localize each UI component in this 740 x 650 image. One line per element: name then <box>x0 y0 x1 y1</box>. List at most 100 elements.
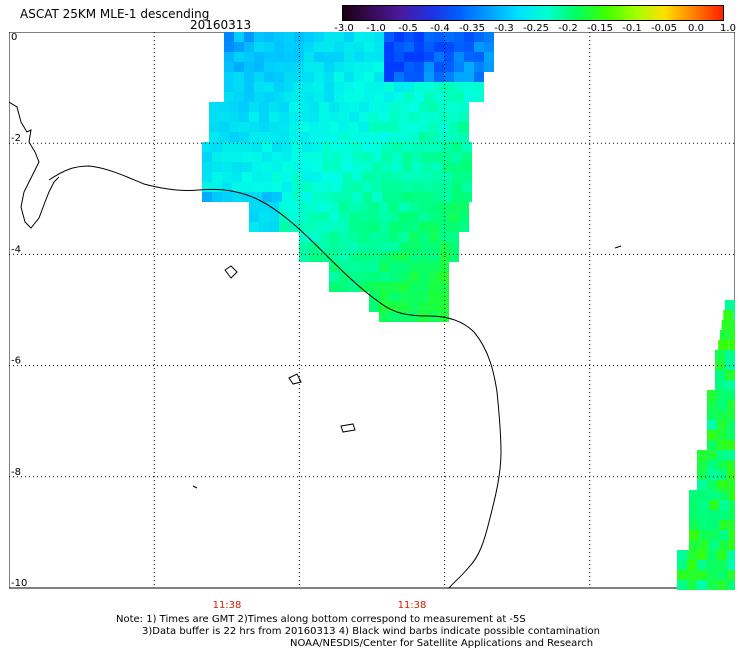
swath-cell <box>304 92 314 102</box>
swath-cell <box>717 550 727 560</box>
swath-cell <box>262 162 272 172</box>
swath-cell <box>202 172 212 182</box>
swath-cell <box>372 162 382 172</box>
swath-cell <box>439 282 449 292</box>
swath-cell <box>399 232 409 242</box>
swath-cell <box>429 132 439 142</box>
tick-labels: -45 -42 -39 -36 -33 -30 0 -2 -4 -6 -8 -10 <box>9 32 735 592</box>
swath-cell <box>282 182 292 192</box>
swath-cell <box>389 102 399 112</box>
swath-cell <box>329 272 339 282</box>
swath-cell <box>249 212 259 222</box>
swath-cell <box>444 62 454 72</box>
swath-cell <box>339 262 349 272</box>
swath-cell <box>374 62 384 72</box>
swath-cell <box>372 172 382 182</box>
swath-cell <box>699 500 709 510</box>
swath-cell <box>727 570 735 580</box>
swath-cell <box>727 440 735 450</box>
swath-cell <box>379 122 389 132</box>
swath-cell <box>314 72 324 82</box>
swath-cell <box>314 52 324 62</box>
swath-cell <box>399 272 409 282</box>
swath-cell <box>717 430 727 440</box>
swath-cell <box>299 202 309 212</box>
swath-cell <box>439 252 449 262</box>
swath-cell <box>234 62 244 72</box>
swath-cell <box>459 202 469 212</box>
swath-cell <box>329 222 339 232</box>
swath-cell <box>725 380 735 390</box>
swath-cell <box>334 32 344 42</box>
swath-cell <box>342 142 352 152</box>
swath-cell <box>389 132 399 142</box>
swath-cell <box>429 282 439 292</box>
swath-cell <box>439 272 449 282</box>
swath-cell <box>439 222 449 232</box>
swath-cell <box>444 42 454 52</box>
note-line-2: 3)Data buffer is 22 hrs from 20160313 4)… <box>142 626 600 637</box>
swath-cell <box>312 172 322 182</box>
swath-cell <box>289 122 299 132</box>
swath-cell <box>202 162 212 172</box>
swath-cell <box>392 162 402 172</box>
swath-cell <box>707 470 717 480</box>
swath-cell <box>362 192 372 202</box>
swath-cell <box>434 42 444 52</box>
swath-cell <box>429 252 439 262</box>
swath-cell <box>342 182 352 192</box>
swath-cell <box>264 82 274 92</box>
swath-cell <box>389 242 399 252</box>
swath-cell <box>462 152 472 162</box>
swath-cell <box>392 182 402 192</box>
swath-cell <box>224 62 234 72</box>
swath-cell <box>699 540 709 550</box>
swath-cell <box>329 242 339 252</box>
swath-cell <box>349 232 359 242</box>
coastline-main <box>48 165 502 589</box>
swath-cell <box>354 52 364 62</box>
swath-cell <box>359 252 369 262</box>
swath-cell <box>727 430 735 440</box>
swath-cell <box>429 262 439 272</box>
swath-cell <box>299 212 309 222</box>
swath-cell <box>429 242 439 252</box>
swath-cell <box>309 132 319 142</box>
swath-cell <box>314 42 324 52</box>
swath-cell <box>719 510 729 520</box>
swath-cell <box>715 370 725 380</box>
swath-cell <box>394 32 404 42</box>
swath-cell <box>709 520 719 530</box>
swath-cell <box>379 222 389 232</box>
swath-cell <box>249 202 259 212</box>
swath-cell <box>314 82 324 92</box>
swath-cell <box>359 242 369 252</box>
swath-cell <box>697 450 707 460</box>
swath-cell <box>284 92 294 102</box>
swath-cell <box>409 252 419 262</box>
swath-cell <box>202 152 212 162</box>
swath-cell <box>432 182 442 192</box>
swath-cell <box>432 162 442 172</box>
swath-cell <box>434 92 444 102</box>
swath-cell <box>274 42 284 52</box>
swath-cell <box>362 142 372 152</box>
swath-cell <box>689 490 699 500</box>
swath-cell <box>312 142 322 152</box>
swath-cell <box>349 132 359 142</box>
swath-cell <box>339 222 349 232</box>
swath-cell <box>369 202 379 212</box>
swath-cell <box>372 192 382 202</box>
swath-cell <box>344 72 354 82</box>
swath-cell <box>329 102 339 112</box>
swath-cell <box>442 192 452 202</box>
swath-cell <box>464 32 474 42</box>
swath-cell <box>409 242 419 252</box>
swath-cell <box>309 122 319 132</box>
swath-cell <box>354 72 364 82</box>
swath-cell <box>259 112 269 122</box>
swath-cell <box>389 252 399 262</box>
swath-cell <box>382 142 392 152</box>
swath-cell <box>274 72 284 82</box>
swath-cell <box>389 282 399 292</box>
